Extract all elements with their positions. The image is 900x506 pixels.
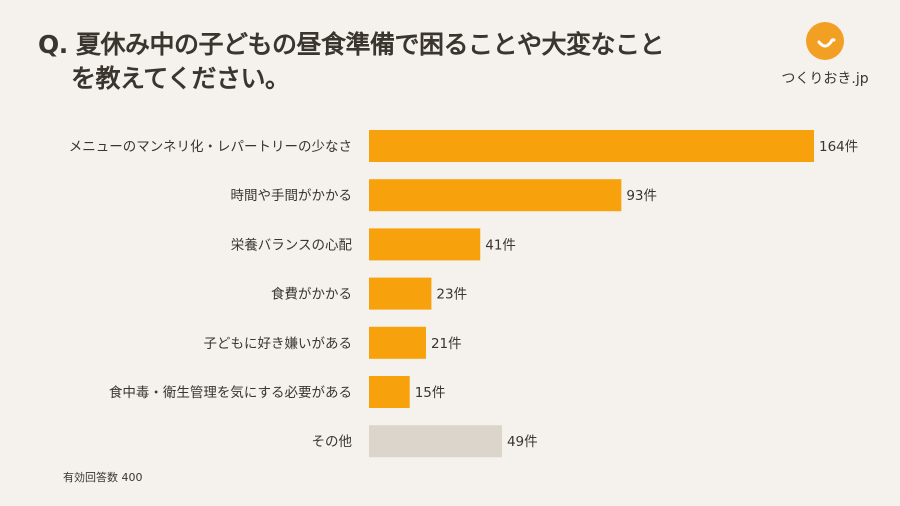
response-count-note: 有効回答数 400 xyxy=(63,471,143,484)
logo: つくりおき.jp xyxy=(780,22,870,88)
bar xyxy=(369,425,502,458)
logo-smile-icon xyxy=(806,22,844,60)
category-label: 時間や手間がかかる xyxy=(231,188,353,204)
category-label: 栄養バランスの心配 xyxy=(231,236,353,253)
bar xyxy=(369,326,426,359)
page-title: Q. 夏休み中の子どもの昼食準備で困ることや大変なこと を教えてください。 xyxy=(38,28,664,96)
value-label: 49件 xyxy=(507,434,538,450)
value-label: 93件 xyxy=(626,188,657,204)
bar xyxy=(369,228,481,261)
bar xyxy=(369,277,432,310)
value-label: 23件 xyxy=(436,287,467,303)
bar xyxy=(369,130,814,162)
category-label: 食費がかかる xyxy=(271,286,352,303)
category-label: その他 xyxy=(312,434,353,450)
logo-text: つくりおき.jp xyxy=(781,71,869,87)
title-line-2: を教えてください。 xyxy=(71,64,290,93)
value-label: 21件 xyxy=(431,336,462,352)
bar xyxy=(369,179,622,212)
title-line-1: Q. 夏休み中の子どもの昼食準備で困ることや大変なこと xyxy=(38,30,664,59)
value-label: 15件 xyxy=(415,385,446,401)
category-label: 食中毒・衛生管理を気にする必要がある xyxy=(109,384,352,401)
category-label: メニューのマンネリ化・レパートリーの少なさ xyxy=(69,139,352,155)
value-label: 164件 xyxy=(819,139,858,155)
value-label: 41件 xyxy=(485,237,516,253)
category-label: 子どもに好き嫌いがある xyxy=(204,336,353,352)
bar xyxy=(369,376,410,408)
